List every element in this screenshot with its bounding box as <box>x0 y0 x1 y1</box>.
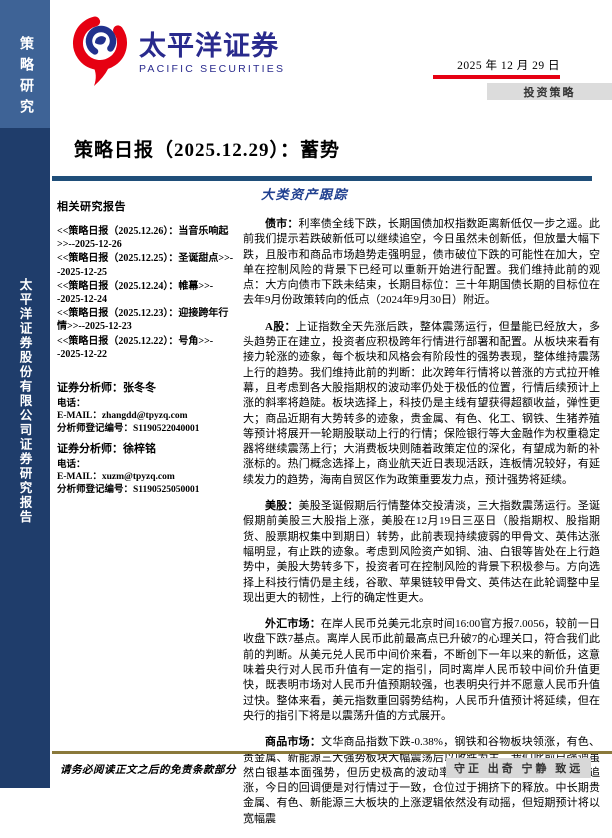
footer-motto: 守正 出奇 宁静 致远 <box>446 758 592 778</box>
pacific-securities-swirl-icon <box>73 16 127 86</box>
paragraph-bond-market: 债市：利率债全线下跌，长期国债加权指数距离新低仅一步之遥。此前我们提示若跌破新低… <box>243 217 600 309</box>
related-report-link[interactable]: <<策略日报（2025.12.24）：帷幕>>--2025-12-24 <box>57 280 214 305</box>
footer-divider <box>52 751 612 754</box>
analysts-block: 证券分析师：张冬冬 电话： E-MAIL：zhangdd@tpyzq.com 分… <box>57 379 235 496</box>
analyst-name: 证券分析师：张冬冬 <box>57 381 156 394</box>
brand-name-cn: 太平洋证券 <box>139 31 279 61</box>
paragraph-text: 在岸人民币兑美元北京时间16:00官方报7.0056，较前一日收盘下跌7基点。离… <box>243 618 600 722</box>
paragraph-a-shares: A股：上证指数全天先涨后跌，整体震荡运行，但量能已经放大，多头趋势正在建立，投资… <box>243 320 600 488</box>
sidebar-company-block: 太平洋证券股份有限公司证券研究报告 <box>0 128 50 788</box>
paragraph-label: 外汇市场： <box>265 618 321 631</box>
paragraph-text: 文华商品指数下跌-0.38%，钢铁和谷物板块领涨，有色、贵金属、新能源三大强势板… <box>243 736 601 825</box>
related-report-link[interactable]: <<策略日报（2025.12.25）：圣诞甜点>>--2025-12-25 <box>57 253 234 278</box>
page-title: 策略日报（2025.12.29）：蓄势 <box>74 140 341 161</box>
analyst-license: 分析师登记编号：S1190525050001 <box>57 484 200 495</box>
analyst-phone: 电话： <box>57 398 86 409</box>
red-accent-line <box>433 75 560 79</box>
analyst-entry: 证券分析师：张冬冬 电话： E-MAIL：zhangdd@tpyzq.com 分… <box>57 379 235 435</box>
related-reports-panel: 相关研究报告 <<策略日报（2025.12.26）：当音乐响起>>--2025-… <box>57 198 235 496</box>
analyst-email[interactable]: E-MAIL：zhangdd@tpyzq.com <box>57 411 188 422</box>
report-date: 2025 年 12 月 29 日 <box>457 60 560 72</box>
footer-disclaimer: 请务必阅读正文之后的免责条款部分 <box>60 765 236 776</box>
paragraph-label: 美股： <box>265 500 299 513</box>
related-report-link[interactable]: <<策略日报（2025.12.23）：迎接跨年行情>>--2025-12-23 <box>57 308 229 333</box>
analyst-license: 分析师登记编号：S1190522040001 <box>57 423 200 434</box>
analyst-entry: 证券分析师：徐梓铭 电话： E-MAIL：xuzm@tpyzq.com 分析师登… <box>57 440 235 496</box>
paragraph-label: A股： <box>265 320 296 333</box>
paragraph-commodity-market: 商品市场：文华商品指数下跌-0.38%，钢铁和谷物板块领涨，有色、贵金属、新能源… <box>243 735 600 827</box>
paragraph-label: 商品市场： <box>265 736 322 749</box>
section-heading: 大类资产跟踪 <box>261 187 349 202</box>
sidebar-category-label: 策略研究 <box>18 36 33 120</box>
related-report-link[interactable]: <<策略日报（2025.12.22）：号角>>--2025-12-22 <box>57 335 214 360</box>
report-type-badge: 投资策略 <box>487 83 612 100</box>
paragraph-text: 上证指数全天先涨后跌，整体震荡运行，但量能已经放大，多头趋势正在建立，投资者应积… <box>243 320 600 486</box>
analyst-name: 证券分析师：徐梓铭 <box>57 442 156 455</box>
brand-text: 太平洋证券 PACIFIC SECURITIES <box>139 32 285 90</box>
header-divider <box>52 176 592 181</box>
paragraph-fx-market: 外汇市场：在岸人民币兑美元北京时间16:00官方报7.0056，较前一日收盘下跌… <box>243 617 600 724</box>
related-reports-header: 相关研究报告 <box>57 201 126 213</box>
related-report-link[interactable]: <<策略日报（2025.12.26）：当音乐响起>>--2025-12-26 <box>57 226 229 251</box>
brand-name-en: PACIFIC SECURITIES <box>139 63 286 76</box>
paragraph-us-stocks: 美股：美股圣诞假期后行情整体交投清淡，三大指数震荡运行。圣诞假期前美股三大股指上… <box>243 499 600 606</box>
sidebar-category-block: 策略研究 <box>0 0 50 128</box>
brand-logo: 太平洋证券 PACIFIC SECURITIES <box>72 12 285 90</box>
paragraph-text: 利率债全线下跌，长期国债加权指数距离新低仅一步之遥。此前我们提示若跌破新低可以继… <box>243 218 601 307</box>
paragraph-text: 美股圣诞假期后行情整体交投清淡，三大指数震荡运行。圣诞假期前美股三大股指上涨，美… <box>243 500 601 604</box>
left-sidebar: 策略研究 太平洋证券股份有限公司证券研究报告 <box>0 0 50 792</box>
analyst-email[interactable]: E-MAIL：xuzm@tpyzq.com <box>57 472 175 483</box>
sidebar-company-label: 太平洋证券股份有限公司证券研究报告 <box>17 278 32 525</box>
report-body: 大类资产跟踪 债市：利率债全线下跌，长期国债加权指数距离新低仅一步之遥。此前我们… <box>243 184 600 838</box>
paragraph-label: 债市： <box>265 218 299 230</box>
analyst-phone: 电话： <box>57 459 86 470</box>
